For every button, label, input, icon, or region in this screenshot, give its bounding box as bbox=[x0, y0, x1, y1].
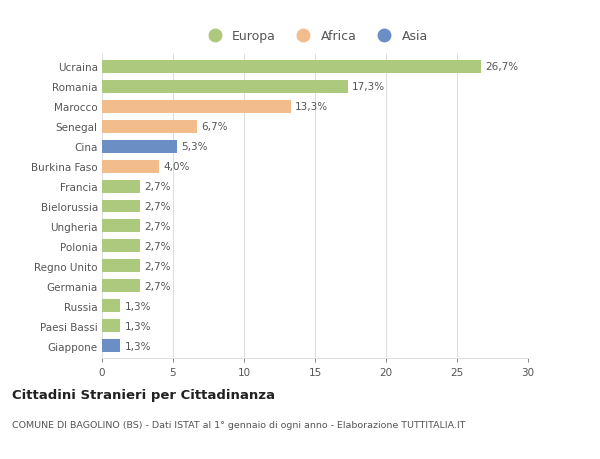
Legend: Europa, Africa, Asia: Europa, Africa, Asia bbox=[202, 30, 428, 43]
Text: 17,3%: 17,3% bbox=[352, 82, 385, 92]
Text: Cittadini Stranieri per Cittadinanza: Cittadini Stranieri per Cittadinanza bbox=[12, 388, 275, 401]
Text: 2,7%: 2,7% bbox=[145, 222, 171, 231]
Text: 1,3%: 1,3% bbox=[125, 321, 151, 331]
Bar bbox=[102, 260, 140, 273]
Text: 2,7%: 2,7% bbox=[145, 202, 171, 212]
Bar bbox=[102, 180, 140, 193]
Bar bbox=[102, 280, 140, 293]
Bar bbox=[102, 140, 177, 153]
Text: 2,7%: 2,7% bbox=[145, 241, 171, 252]
Text: COMUNE DI BAGOLINO (BS) - Dati ISTAT al 1° gennaio di ogni anno - Elaborazione T: COMUNE DI BAGOLINO (BS) - Dati ISTAT al … bbox=[12, 420, 466, 429]
Bar bbox=[102, 340, 121, 353]
Text: 4,0%: 4,0% bbox=[163, 162, 190, 172]
Bar bbox=[102, 240, 140, 253]
Text: 2,7%: 2,7% bbox=[145, 182, 171, 191]
Bar bbox=[102, 319, 121, 333]
Text: 6,7%: 6,7% bbox=[202, 122, 228, 132]
Text: 26,7%: 26,7% bbox=[485, 62, 518, 72]
Text: 2,7%: 2,7% bbox=[145, 281, 171, 291]
Text: 1,3%: 1,3% bbox=[125, 301, 151, 311]
Bar bbox=[102, 220, 140, 233]
Bar bbox=[102, 80, 347, 94]
Bar bbox=[102, 61, 481, 73]
Text: 5,3%: 5,3% bbox=[182, 142, 208, 152]
Bar bbox=[102, 300, 121, 313]
Bar bbox=[102, 101, 291, 113]
Bar bbox=[102, 200, 140, 213]
Bar bbox=[102, 160, 159, 173]
Text: 2,7%: 2,7% bbox=[145, 261, 171, 271]
Text: 1,3%: 1,3% bbox=[125, 341, 151, 351]
Text: 13,3%: 13,3% bbox=[295, 102, 328, 112]
Bar bbox=[102, 120, 197, 133]
